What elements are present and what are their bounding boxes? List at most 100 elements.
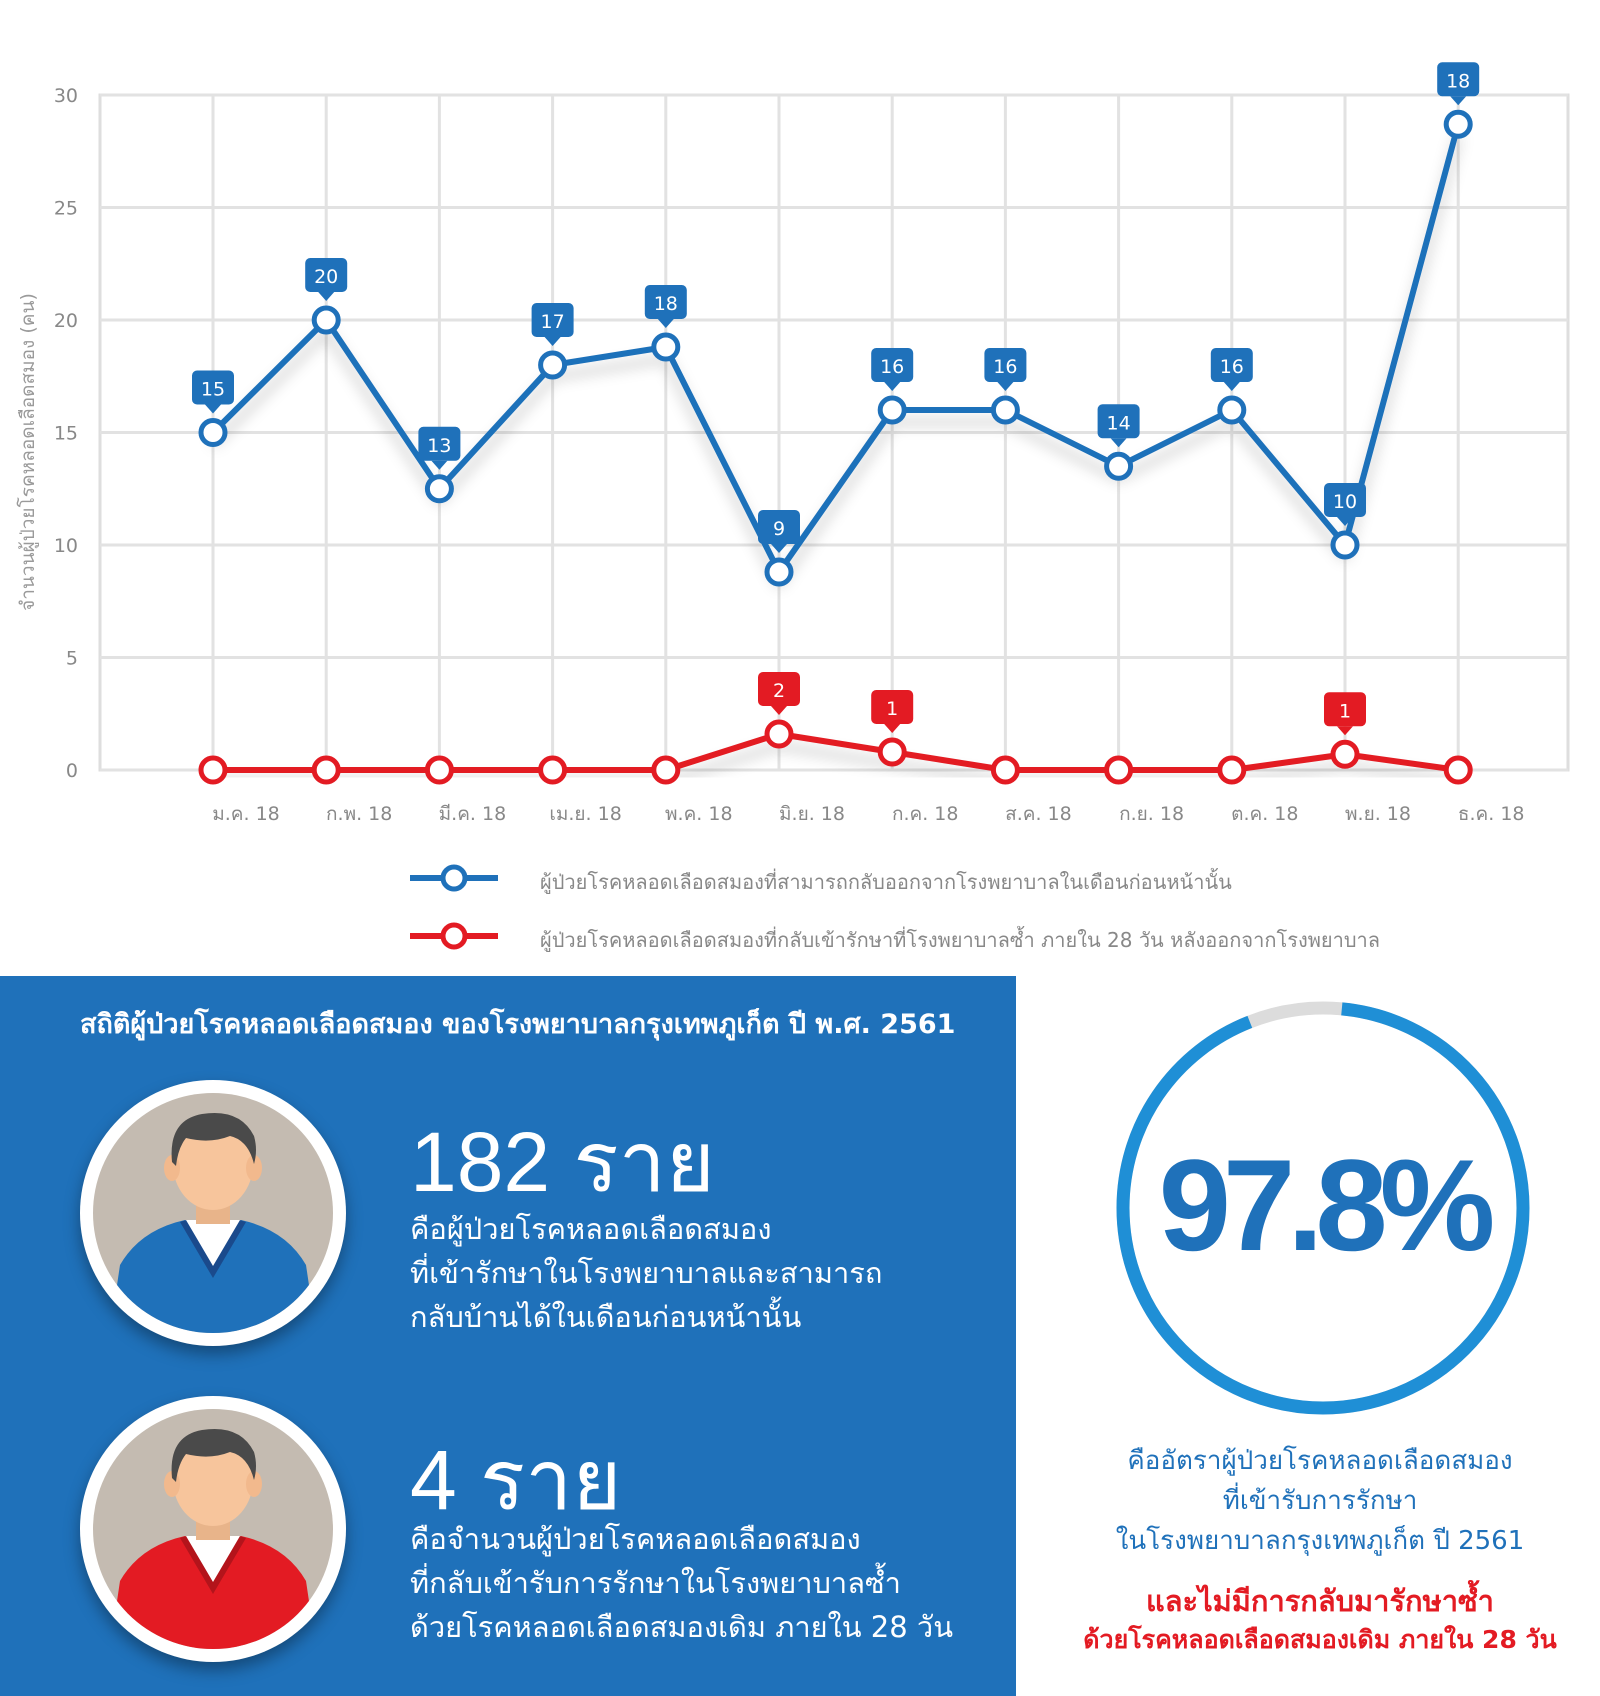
legend-swatch-red <box>410 922 498 950</box>
data-point <box>198 418 228 447</box>
data-point <box>651 755 681 785</box>
series-line <box>210 123 1462 575</box>
x-tick-label: เม.ย. 18 <box>549 803 621 825</box>
data-labels: 15 20 13 17 18 9 16 16 14 16 10 18 2 1 1 <box>192 62 1480 736</box>
y-tick-label: 25 <box>54 198 78 220</box>
x-tick-label: ก.พ. 18 <box>326 803 392 825</box>
data-label-badge <box>305 258 348 292</box>
data-point <box>1330 739 1360 769</box>
data-label-badge <box>1437 62 1480 97</box>
line-chart: 0 5 10 15 20 25 30 ม.ค. 18 ก.พ. 18 มี.ค. 18 เม.ย.… <box>16 62 1570 825</box>
data-point <box>764 557 794 587</box>
x-tick-label: พ.ค. 18 <box>665 803 733 825</box>
chart-grid <box>98 93 1570 772</box>
chart-series <box>198 109 1473 785</box>
y-axis-label: จำนวนผู้ป่วยโรคหลอดเลือดสมอง (คน) <box>16 293 39 611</box>
stat-discharged-line: ที่เข้ารักษาในโรงพยาบาลและสามารถ <box>410 1256 883 1290</box>
data-label-pointer <box>1337 517 1353 526</box>
data-label-pointer <box>884 724 901 733</box>
x-tick-label: พ.ย. 18 <box>1345 803 1411 825</box>
data-label: 10 <box>1333 491 1357 513</box>
stat-discharged-line: คือผู้ป่วยโรคหลอดเลือดสมอง <box>410 1212 772 1246</box>
rate-caption-line: ที่เข้ารับการรักษา <box>1222 1486 1418 1516</box>
data-label-badge <box>1097 404 1140 439</box>
data-point <box>990 755 1020 785</box>
rate-highlight-line: และไม่มีการกลับมารักษาซ้ำ <box>1146 1584 1494 1618</box>
data-label-badge <box>418 426 461 461</box>
data-label: 18 <box>654 293 678 315</box>
data-label: 20 <box>314 266 338 288</box>
data-label: 18 <box>1446 70 1470 92</box>
data-point <box>538 755 568 785</box>
panel-title: สถิติผู้ป่วยโรคหลอดเลือดสมอง ของโรงพยาบา… <box>80 1009 956 1040</box>
data-label-badge <box>1210 348 1253 382</box>
x-tick-label: ก.ค. 18 <box>892 803 959 825</box>
data-point <box>424 755 454 785</box>
data-label: 9 <box>773 518 785 540</box>
data-point <box>1104 451 1134 481</box>
x-tick-label: ม.ค. 18 <box>212 803 280 825</box>
data-label-badge <box>1324 483 1366 517</box>
data-label-badge <box>644 285 687 319</box>
data-point <box>311 755 341 785</box>
data-label-badge <box>758 672 800 706</box>
series-line <box>213 731 1459 773</box>
y-tick-label: 20 <box>54 310 78 332</box>
data-label-pointer <box>657 319 674 328</box>
data-point <box>651 332 681 362</box>
data-label-pointer <box>1223 382 1240 391</box>
data-label: 15 <box>201 379 225 401</box>
y-tick-label: 10 <box>54 535 78 557</box>
data-label: 13 <box>427 435 451 457</box>
data-label-badge <box>531 303 574 337</box>
stat-readmitted-line: คือจำนวนผู้ป่วยโรคหลอดเลือดสมอง <box>410 1522 861 1556</box>
data-point <box>1217 755 1247 785</box>
x-tick-label: มี.ค. 18 <box>439 803 507 825</box>
data-point <box>764 719 794 749</box>
y-tick-label: 15 <box>54 423 78 445</box>
data-point <box>1104 755 1134 785</box>
data-label-pointer <box>1110 438 1127 448</box>
stat-readmitted-line: ด้วยโรคหลอดเลือดสมองเดิม ภายใน 28 วัน <box>410 1610 954 1644</box>
data-label: 14 <box>1107 412 1131 434</box>
legend-label-readmitted: ผู้ป่วยโรคหลอดเลือดสมองที่กลับเข้ารักษาท… <box>540 928 1381 952</box>
data-label: 17 <box>541 311 565 333</box>
data-label-pointer <box>771 544 787 553</box>
person-icon <box>93 1093 333 1333</box>
legend-item-discharged: ผู้ป่วยโรคหลอดเลือดสมองที่สามารถกลับออกจ… <box>400 858 1550 898</box>
data-point <box>877 395 907 425</box>
data-point <box>311 305 341 335</box>
legend-item-readmitted: ผู้ป่วยโรคหลอดเลือดสมองที่กลับเข้ารักษาท… <box>400 916 1550 956</box>
data-label-badge <box>192 370 234 405</box>
y-tick-label: 0 <box>66 760 78 782</box>
data-point <box>538 350 568 380</box>
stat-discharged-count: 182 ราย <box>410 1115 715 1209</box>
data-point <box>424 474 454 504</box>
y-tick-label: 30 <box>54 85 78 107</box>
x-tick-label: ธ.ค. 18 <box>1458 803 1525 825</box>
y-tick-label: 5 <box>66 648 78 670</box>
data-label-pointer <box>318 292 335 301</box>
person-icon <box>93 1409 333 1649</box>
stat-readmitted-count: 4 ราย <box>410 1433 622 1527</box>
stat-discharged-line: กลับบ้านได้ในเดือนก่อนหน้านั้น <box>410 1300 802 1334</box>
data-point <box>1217 395 1247 425</box>
ring-progress <box>1116 1001 1530 1415</box>
data-point <box>1330 530 1360 560</box>
data-label-pointer <box>205 404 221 414</box>
x-tick-label: ก.ย. 18 <box>1119 803 1184 825</box>
data-label: 1 <box>1339 700 1351 722</box>
data-label-pointer <box>997 382 1014 391</box>
rate-caption-line: ในโรงพยาบาลกรุงเทพภูเก็ต ปี 2561 <box>1115 1526 1525 1556</box>
avatar-discharged <box>80 1080 346 1346</box>
data-point <box>990 395 1020 425</box>
x-tick-label: ส.ค. 18 <box>1005 803 1072 825</box>
data-label-pointer <box>1337 726 1353 736</box>
x-tick-label: มิ.ย. 18 <box>779 803 845 825</box>
data-label: 2 <box>773 680 785 702</box>
data-label-badge <box>984 348 1027 382</box>
y-axis-ticks: 0 5 10 15 20 25 30 <box>54 85 78 782</box>
data-label-pointer <box>431 460 448 470</box>
x-axis-ticks: ม.ค. 18 ก.พ. 18 มี.ค. 18 เม.ย. 18 พ.ค. 18 มิ.… <box>212 803 1524 825</box>
data-label: 16 <box>993 356 1017 378</box>
